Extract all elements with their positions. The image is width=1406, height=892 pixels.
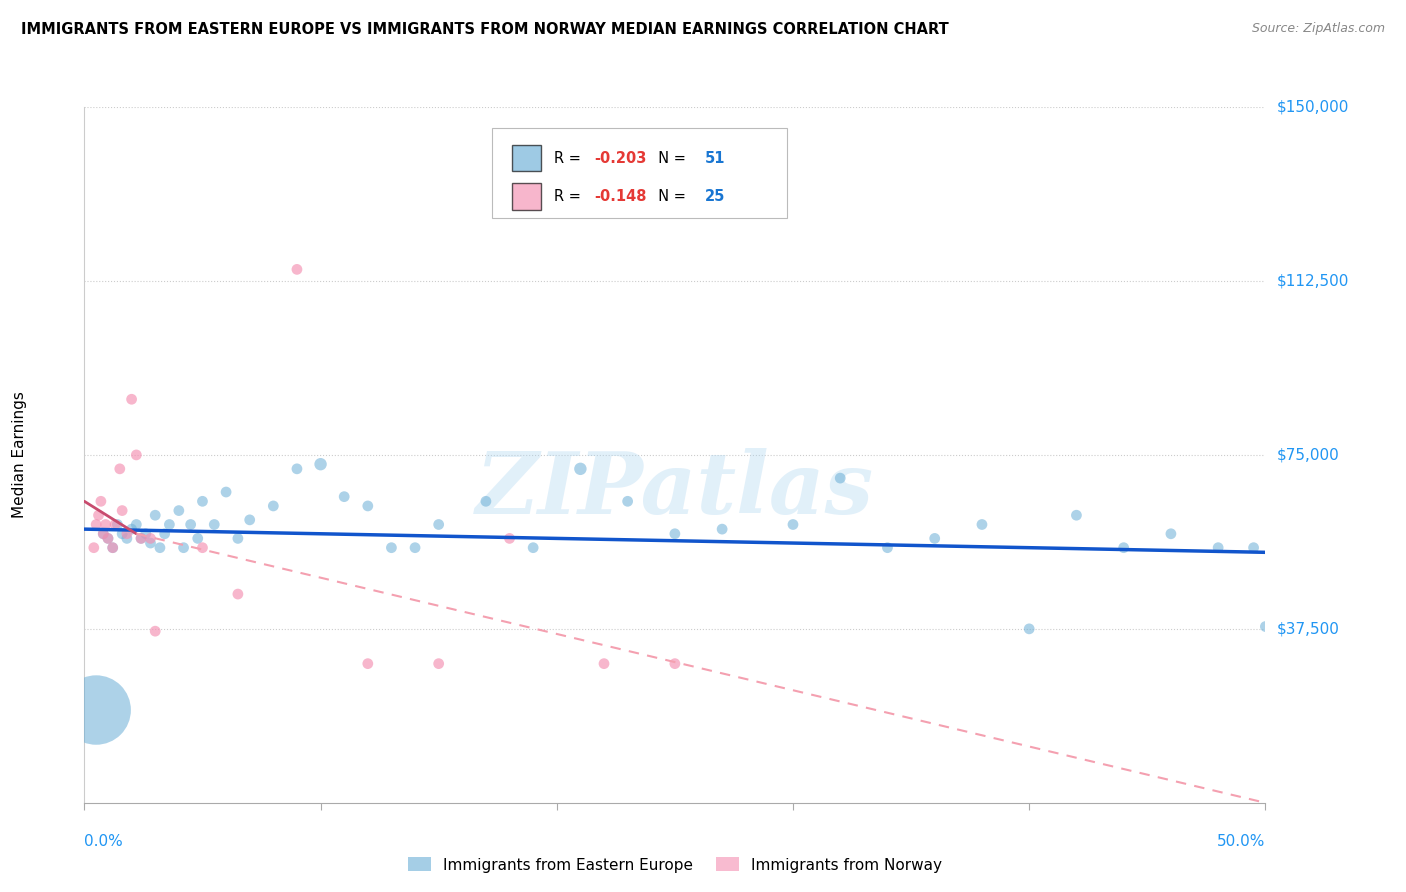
Point	[404, 541, 426, 555]
Point	[924, 532, 946, 546]
Point	[782, 517, 804, 532]
Text: R =: R =	[554, 151, 586, 166]
Text: 50.0%: 50.0%	[1218, 834, 1265, 849]
Point	[157, 517, 180, 532]
Point	[239, 513, 262, 527]
Point	[143, 508, 166, 523]
Point	[498, 532, 520, 546]
Point	[333, 490, 356, 504]
Point	[285, 262, 308, 277]
Point	[84, 517, 107, 532]
Point	[83, 541, 105, 555]
Point	[111, 526, 134, 541]
Text: -0.148: -0.148	[595, 189, 647, 204]
Text: N =: N =	[650, 151, 690, 166]
Text: 0.0%: 0.0%	[84, 834, 124, 849]
Legend: Immigrants from Eastern Europe, Immigrants from Norway: Immigrants from Eastern Europe, Immigran…	[402, 851, 948, 879]
Point	[129, 532, 152, 546]
Text: $150,000: $150,000	[1277, 100, 1348, 114]
Point	[108, 462, 131, 476]
Point	[101, 541, 124, 555]
Point	[125, 448, 148, 462]
Point	[135, 526, 157, 541]
Text: ZIPatlas: ZIPatlas	[475, 448, 875, 532]
Point	[664, 526, 686, 541]
Point	[115, 526, 138, 541]
Point	[87, 508, 110, 523]
Point	[187, 532, 209, 546]
Point	[191, 494, 214, 508]
Point	[1160, 526, 1182, 541]
Point	[664, 657, 686, 671]
Point	[202, 517, 225, 532]
Point	[830, 471, 852, 485]
Point	[1206, 541, 1229, 555]
Point	[616, 494, 638, 508]
Point	[1254, 619, 1277, 633]
Point	[262, 499, 284, 513]
Point	[91, 526, 114, 541]
Text: R =: R =	[554, 189, 586, 204]
Point	[357, 657, 380, 671]
Point	[309, 457, 332, 471]
FancyBboxPatch shape	[512, 145, 541, 171]
Point	[191, 541, 214, 555]
Point	[121, 522, 143, 536]
Point	[522, 541, 544, 555]
Point	[90, 494, 112, 508]
Point	[125, 517, 148, 532]
Point	[97, 532, 120, 546]
Point	[173, 541, 195, 555]
Text: $37,500: $37,500	[1277, 622, 1340, 636]
Point	[285, 462, 308, 476]
Point	[91, 526, 114, 541]
Point	[149, 541, 172, 555]
Point	[129, 532, 152, 546]
Point	[180, 517, 202, 532]
Text: 51: 51	[704, 151, 725, 166]
Point	[427, 657, 450, 671]
Point	[139, 532, 162, 546]
Point	[569, 462, 592, 476]
Point	[226, 532, 249, 546]
Point	[1066, 508, 1088, 523]
Point	[111, 503, 134, 517]
Point	[475, 494, 498, 508]
Point	[1018, 622, 1040, 636]
Text: $112,500: $112,500	[1277, 274, 1348, 288]
Point	[104, 517, 127, 532]
FancyBboxPatch shape	[512, 183, 541, 210]
Text: N =: N =	[650, 189, 690, 204]
Point	[101, 541, 124, 555]
Point	[226, 587, 249, 601]
Point	[215, 485, 238, 500]
Point	[876, 541, 898, 555]
Text: Median Earnings: Median Earnings	[11, 392, 27, 518]
Point	[84, 703, 107, 717]
Point	[143, 624, 166, 639]
Point	[115, 532, 138, 546]
Point	[357, 499, 380, 513]
Point	[1112, 541, 1135, 555]
Point	[711, 522, 734, 536]
Point	[121, 392, 143, 407]
Point	[94, 517, 117, 532]
FancyBboxPatch shape	[492, 128, 787, 219]
Text: IMMIGRANTS FROM EASTERN EUROPE VS IMMIGRANTS FROM NORWAY MEDIAN EARNINGS CORRELA: IMMIGRANTS FROM EASTERN EUROPE VS IMMIGR…	[21, 22, 949, 37]
Point	[107, 517, 129, 532]
Point	[593, 657, 616, 671]
Text: -0.203: -0.203	[595, 151, 647, 166]
Point	[970, 517, 993, 532]
Point	[380, 541, 402, 555]
Point	[153, 526, 176, 541]
Point	[97, 532, 120, 546]
Text: 25: 25	[704, 189, 724, 204]
Point	[167, 503, 190, 517]
Point	[139, 536, 162, 550]
Point	[1243, 541, 1265, 555]
Text: Source: ZipAtlas.com: Source: ZipAtlas.com	[1251, 22, 1385, 36]
Point	[427, 517, 450, 532]
Text: $75,000: $75,000	[1277, 448, 1340, 462]
